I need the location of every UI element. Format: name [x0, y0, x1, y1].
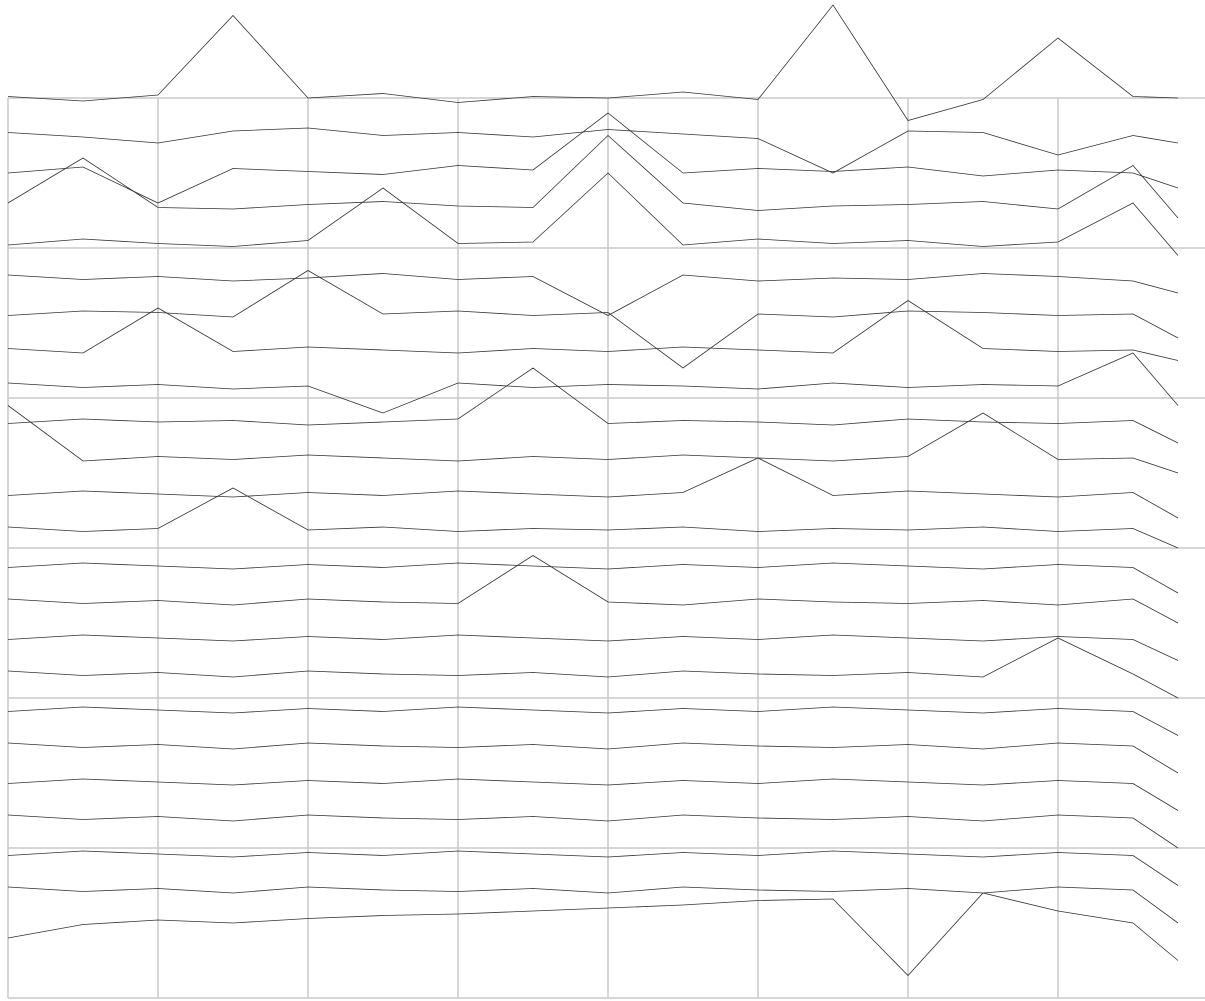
trace: [8, 136, 1178, 219]
trace: [8, 887, 1178, 923]
trace: [8, 406, 1178, 474]
trace: [8, 743, 1178, 773]
trace: [8, 488, 1178, 548]
trace: [8, 707, 1178, 736]
trace: [8, 368, 1178, 443]
trace: [8, 173, 1178, 256]
trace: [8, 893, 1178, 976]
trace: [8, 638, 1178, 698]
trace: [8, 353, 1178, 413]
trace: [8, 274, 1178, 316]
trace: [8, 271, 1178, 369]
trace: [8, 815, 1178, 848]
trace: [8, 851, 1178, 886]
trace: [8, 113, 1178, 203]
chart: [0, 0, 1205, 1001]
trace: [8, 5, 1178, 121]
trace: [8, 779, 1178, 811]
trace: [8, 563, 1178, 593]
trace: [8, 635, 1178, 661]
trace: [8, 301, 1178, 361]
page: (() => { const data = JSON.parse(documen…: [0, 0, 1205, 1001]
trace: [8, 458, 1178, 518]
trace: [8, 556, 1178, 624]
trace: [8, 128, 1178, 173]
